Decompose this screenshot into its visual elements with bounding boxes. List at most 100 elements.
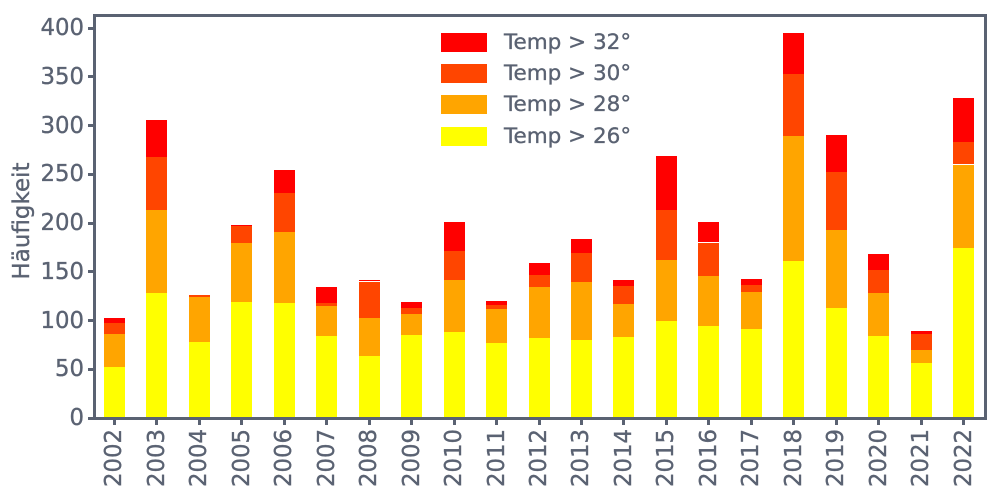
bar-2022-30-segment <box>953 142 975 165</box>
x-tick-label-2011: 2011 <box>483 429 510 488</box>
bar-2015-32-segment <box>655 155 677 211</box>
bar-2012-26-segment <box>528 338 550 418</box>
x-tick-2018 <box>792 419 796 425</box>
x-tick-2008 <box>367 419 371 425</box>
x-tick-2021 <box>919 419 923 425</box>
bar-2012-28-segment <box>528 287 550 339</box>
x-tick-label-2008: 2008 <box>356 429 383 488</box>
bar-2003-26-segment <box>146 293 168 418</box>
y-tick-label-100: 100 <box>40 307 84 334</box>
x-tick-label-2013: 2013 <box>568 429 595 488</box>
legend: Temp > 32° Temp > 30° Temp > 28° Temp > 26° <box>441 32 632 149</box>
bar-2021-30-segment <box>910 334 932 350</box>
bar-2018-28-segment <box>783 136 805 262</box>
x-tick-2014 <box>622 419 626 425</box>
bar-2021-32-segment <box>910 331 932 335</box>
y-tick-150 <box>87 270 93 274</box>
bar-2011-32-segment <box>486 301 508 305</box>
bar-2006-30-segment <box>273 192 295 232</box>
x-tick-label-2019: 2019 <box>823 429 850 488</box>
y-tick-label-400: 400 <box>40 15 84 41</box>
bar-2007-28-segment <box>316 305 338 337</box>
legend-label-26: Temp > 26° <box>504 123 632 149</box>
bar-2021-26-segment <box>910 363 932 418</box>
y-tick-label-0: 0 <box>69 405 84 431</box>
bar-2004-30-segment <box>188 295 210 298</box>
y-tick-250 <box>87 172 93 176</box>
bar-2017-26-segment <box>740 329 762 418</box>
bar-2010-32-segment <box>443 222 465 252</box>
legend-swatch-30 <box>441 64 487 84</box>
y-tick-label-350: 350 <box>40 63 84 90</box>
bar-2004-26-segment <box>188 341 210 418</box>
bar-2021-28-segment <box>910 349 932 364</box>
x-tick-label-2017: 2017 <box>738 429 765 488</box>
bar-2017-30-segment <box>740 285 762 293</box>
legend-swatch-28 <box>441 95 487 115</box>
bar-2019-30-segment <box>825 172 847 230</box>
bar-2015-26-segment <box>655 321 677 418</box>
bar-2002-26-segment <box>103 367 125 418</box>
x-tick-label-2020: 2020 <box>865 429 892 488</box>
bar-2008-26-segment <box>358 355 380 418</box>
legend-entry-30: Temp > 30° <box>441 63 631 85</box>
x-tick-label-2005: 2005 <box>228 429 255 488</box>
bar-2013-28-segment <box>570 282 592 340</box>
bar-2017-32-segment <box>740 278 762 286</box>
bar-2009-32-segment <box>401 301 423 308</box>
x-tick-label-2007: 2007 <box>313 429 340 488</box>
bar-2010-28-segment <box>443 279 465 333</box>
x-tick-label-2006: 2006 <box>271 429 298 488</box>
x-tick-label-2012: 2012 <box>526 429 552 488</box>
bar-2012-32-segment <box>528 262 550 275</box>
bar-2012-30-segment <box>528 274 550 288</box>
bar-2006-32-segment <box>273 170 295 193</box>
bar-2002-30-segment <box>103 323 125 335</box>
y-tick-200 <box>87 221 93 225</box>
bar-2008-28-segment <box>358 317 380 356</box>
x-tick-label-2016: 2016 <box>695 429 722 488</box>
x-tick-label-2004: 2004 <box>186 429 213 488</box>
bar-2011-28-segment <box>486 308 508 343</box>
bar-2008-32-segment <box>358 279 380 282</box>
bar-2005-28-segment <box>231 243 253 302</box>
x-tick-2012 <box>537 419 541 425</box>
bar-2018-30-segment <box>783 73 805 137</box>
legend-swatch-26 <box>441 126 487 146</box>
bar-2005-32-segment <box>231 224 253 226</box>
x-tick-label-2010: 2010 <box>441 429 468 488</box>
x-tick-label-2014: 2014 <box>610 429 637 488</box>
bar-2003-32-segment <box>146 119 168 157</box>
legend-swatch-32 <box>441 33 487 52</box>
legend-entry-28: Temp > 28° <box>441 94 631 116</box>
bar-2008-30-segment <box>358 281 380 318</box>
bar-2003-30-segment <box>146 156 168 211</box>
bar-2020-30-segment <box>868 269 890 294</box>
bar-2006-26-segment <box>273 302 295 418</box>
x-tick-label-2003: 2003 <box>143 429 170 488</box>
x-tick-label-2018: 2018 <box>780 429 807 488</box>
bar-2013-26-segment <box>570 340 592 418</box>
bar-2016-30-segment <box>698 242 720 276</box>
x-tick-2003 <box>155 419 159 425</box>
x-tick-2004 <box>197 419 201 425</box>
x-tick-2017 <box>749 419 753 425</box>
y-tick-label-150: 150 <box>40 258 84 285</box>
x-tick-label-2002: 2002 <box>101 429 128 488</box>
bar-2009-26-segment <box>401 335 423 418</box>
bar-2014-26-segment <box>613 337 635 418</box>
bar-2010-30-segment <box>443 251 465 280</box>
bar-2009-30-segment <box>401 307 423 314</box>
bar-2017-28-segment <box>740 292 762 330</box>
bar-2002-32-segment <box>103 317 125 324</box>
bar-2020-28-segment <box>868 293 890 337</box>
y-tick-300 <box>87 124 93 127</box>
bar-2020-32-segment <box>868 254 890 270</box>
bar-2019-26-segment <box>825 307 847 418</box>
y-tick-label-250: 250 <box>40 161 84 188</box>
y-tick-0 <box>87 416 93 420</box>
x-tick-label-2015: 2015 <box>653 429 680 488</box>
y-tick-label-200: 200 <box>40 210 84 236</box>
x-tick-2007 <box>325 419 329 425</box>
